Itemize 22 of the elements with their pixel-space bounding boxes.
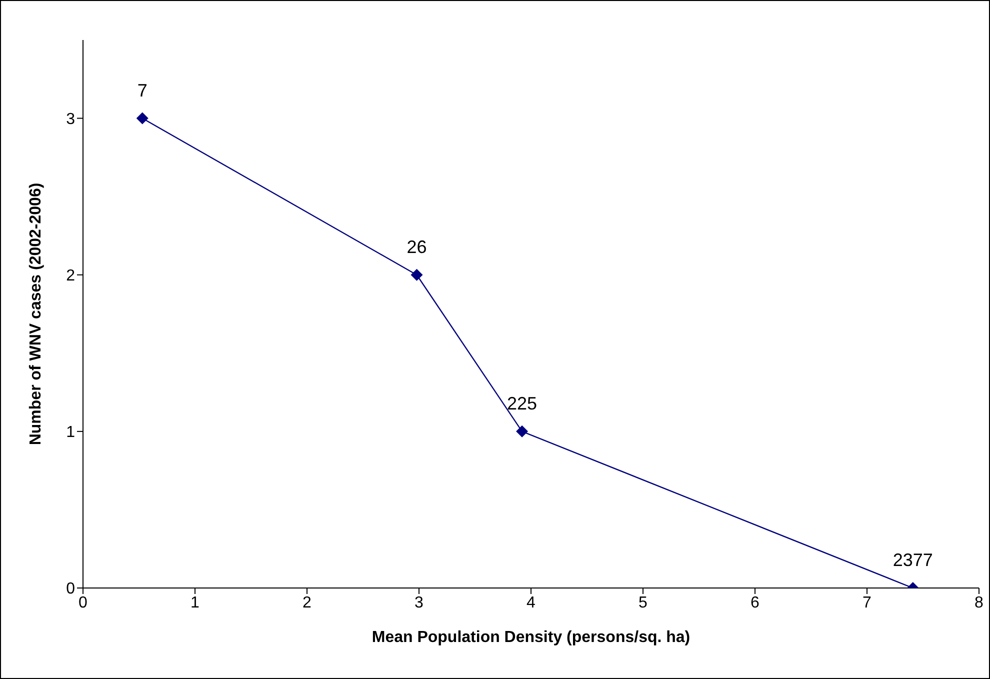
y-tick-label: 3 [66,110,76,128]
x-tick-label: 5 [638,594,648,612]
y-axis-title: Number of WNV cases (2002-2006) [28,182,45,446]
x-tick-label: 1 [190,594,200,612]
y-tick-label: 0 [66,580,76,598]
annotation: 225 [507,393,538,414]
point [516,425,528,438]
x-tick-label: 2 [302,594,312,612]
point [410,268,423,281]
x-tick-label: 4 [526,594,536,612]
x-tick-label: 0 [78,594,88,612]
x-tick-label: 8 [974,594,984,612]
x-tick-label: 6 [750,594,760,612]
x-tick-label: 7 [862,594,872,612]
annotation: 7 [137,80,148,100]
annotation: 2377 [892,550,933,570]
x-axis-title: Mean Population Density (persons/sq. ha) [372,629,690,646]
point [136,112,148,124]
y-tick-label: 2 [66,268,76,285]
annotation: 26 [406,236,427,257]
x-tick-label: 3 [414,594,424,612]
y-tick-label: 1 [66,424,76,442]
